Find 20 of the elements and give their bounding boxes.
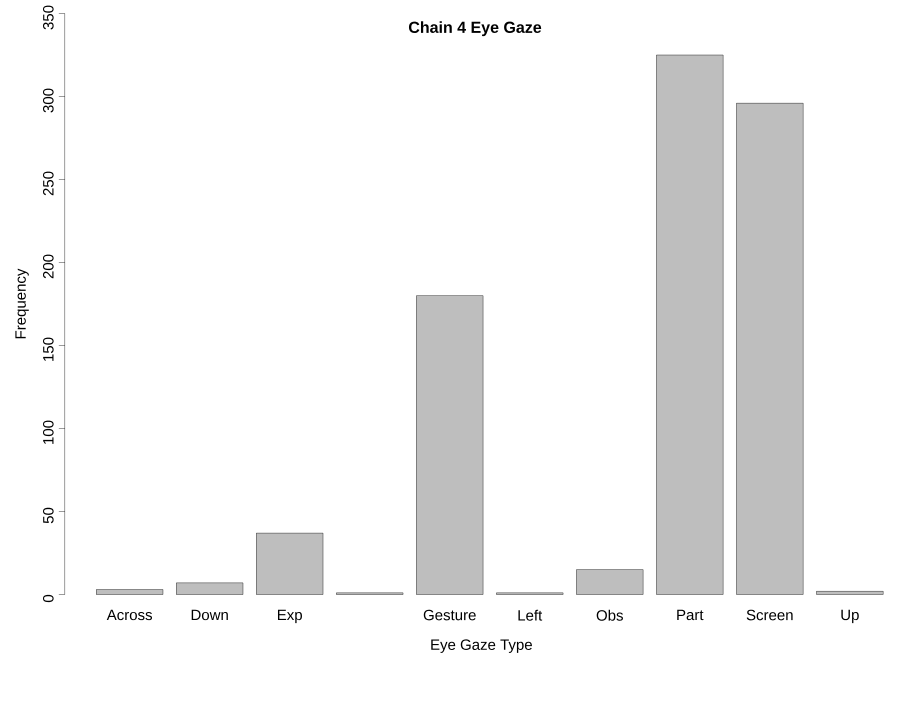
y-axis-title: Frequency xyxy=(15,268,29,338)
x-tick-label: Left xyxy=(518,610,542,621)
y-tick-label: 250 xyxy=(43,172,54,196)
x-tick-label: Obs xyxy=(596,610,623,621)
y-tick-label: 300 xyxy=(43,88,54,113)
x-tick-label: Across xyxy=(106,610,152,620)
x-tick-label: Part xyxy=(677,610,704,620)
x-axis-title: Eye Gaze Type xyxy=(431,640,532,654)
x-tick-label: Exp xyxy=(278,610,302,624)
y-tick-label: 150 xyxy=(43,338,54,362)
y-tick-label: 200 xyxy=(43,254,54,278)
y-tick-label: 100 xyxy=(43,420,54,444)
x-tick-label: Screen xyxy=(746,610,793,620)
x-tick-label: Down xyxy=(192,610,228,620)
y-tick-label: 0 xyxy=(43,595,54,602)
x-tick-label: Up xyxy=(841,610,859,624)
x-tick-label: Gesture xyxy=(424,610,476,620)
chart-title: Chain 4 Eye Gaze xyxy=(408,21,542,36)
y-tick-label: 350 xyxy=(43,6,54,30)
y-tick-label: 50 xyxy=(43,508,54,524)
